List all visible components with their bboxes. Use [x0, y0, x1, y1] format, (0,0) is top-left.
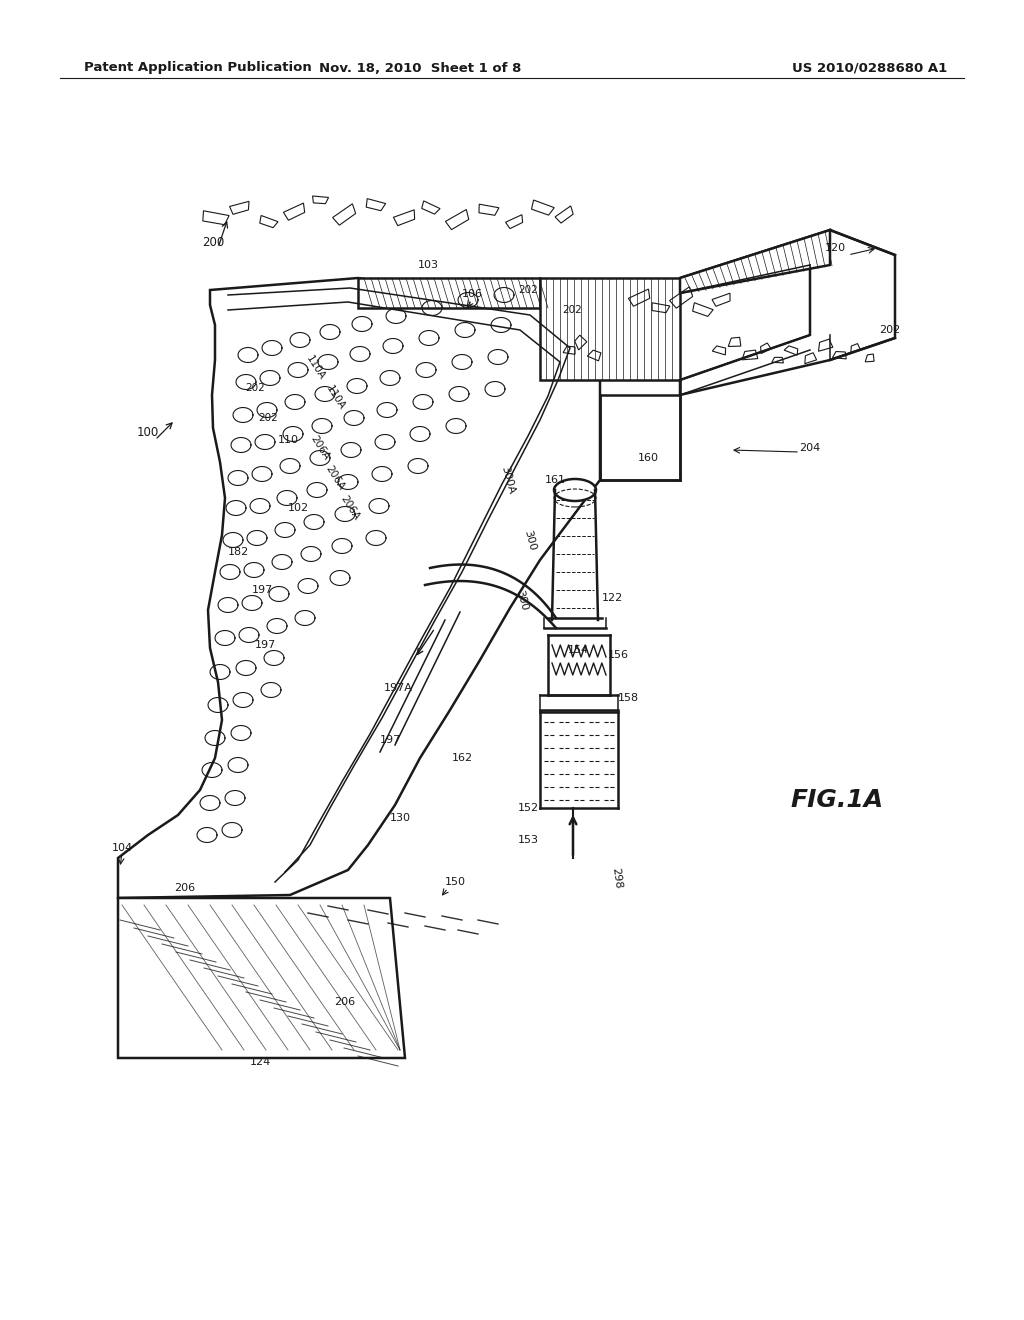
Text: 110A: 110A [324, 384, 346, 412]
Text: 122: 122 [601, 593, 623, 603]
Text: 298: 298 [610, 867, 624, 890]
Polygon shape [540, 279, 680, 380]
Polygon shape [358, 279, 540, 308]
Text: 152: 152 [517, 803, 539, 813]
Text: Patent Application Publication: Patent Application Publication [84, 62, 311, 74]
Ellipse shape [554, 479, 596, 502]
Text: 110A: 110A [304, 354, 327, 381]
Text: 130: 130 [389, 813, 411, 822]
Text: 206A: 206A [339, 494, 361, 521]
Text: 153: 153 [517, 836, 539, 845]
Text: 161: 161 [545, 475, 565, 484]
Text: 158: 158 [617, 693, 639, 704]
Text: 206A: 206A [324, 463, 346, 492]
Text: 197: 197 [251, 585, 272, 595]
Text: 202: 202 [245, 383, 265, 393]
Text: 104: 104 [112, 843, 132, 853]
Polygon shape [600, 395, 680, 480]
Text: 102: 102 [288, 503, 308, 513]
Polygon shape [680, 230, 830, 293]
Text: 206: 206 [335, 997, 355, 1007]
Text: 202: 202 [518, 285, 538, 294]
Text: 106: 106 [462, 289, 482, 300]
Text: 156: 156 [607, 649, 629, 660]
Text: 200: 200 [202, 235, 224, 248]
Polygon shape [118, 279, 600, 898]
Text: US 2010/0288680 A1: US 2010/0288680 A1 [793, 62, 947, 74]
Text: 197: 197 [379, 735, 400, 744]
Text: 300A: 300A [500, 465, 516, 495]
Text: 202: 202 [880, 325, 901, 335]
Text: FIG.1A: FIG.1A [790, 788, 883, 812]
Text: 103: 103 [418, 260, 438, 271]
Text: 197A: 197A [384, 682, 413, 693]
Text: 206A: 206A [308, 434, 332, 462]
Text: 300: 300 [522, 528, 538, 552]
Text: 160: 160 [638, 453, 658, 463]
Text: 182: 182 [227, 546, 249, 557]
Text: 110: 110 [278, 436, 299, 445]
Text: 300: 300 [514, 589, 529, 611]
Text: 124: 124 [250, 1057, 270, 1067]
Text: 150: 150 [444, 876, 466, 887]
Text: 154: 154 [567, 645, 589, 655]
Text: 206: 206 [174, 883, 196, 894]
Text: 202: 202 [258, 413, 278, 422]
Text: 120: 120 [824, 243, 846, 253]
Text: Nov. 18, 2010  Sheet 1 of 8: Nov. 18, 2010 Sheet 1 of 8 [318, 62, 521, 74]
Text: 204: 204 [800, 444, 820, 453]
Text: 197: 197 [254, 640, 275, 649]
Text: 162: 162 [452, 752, 472, 763]
Polygon shape [118, 898, 406, 1059]
Text: 100: 100 [137, 425, 159, 438]
Text: 202: 202 [562, 305, 582, 315]
